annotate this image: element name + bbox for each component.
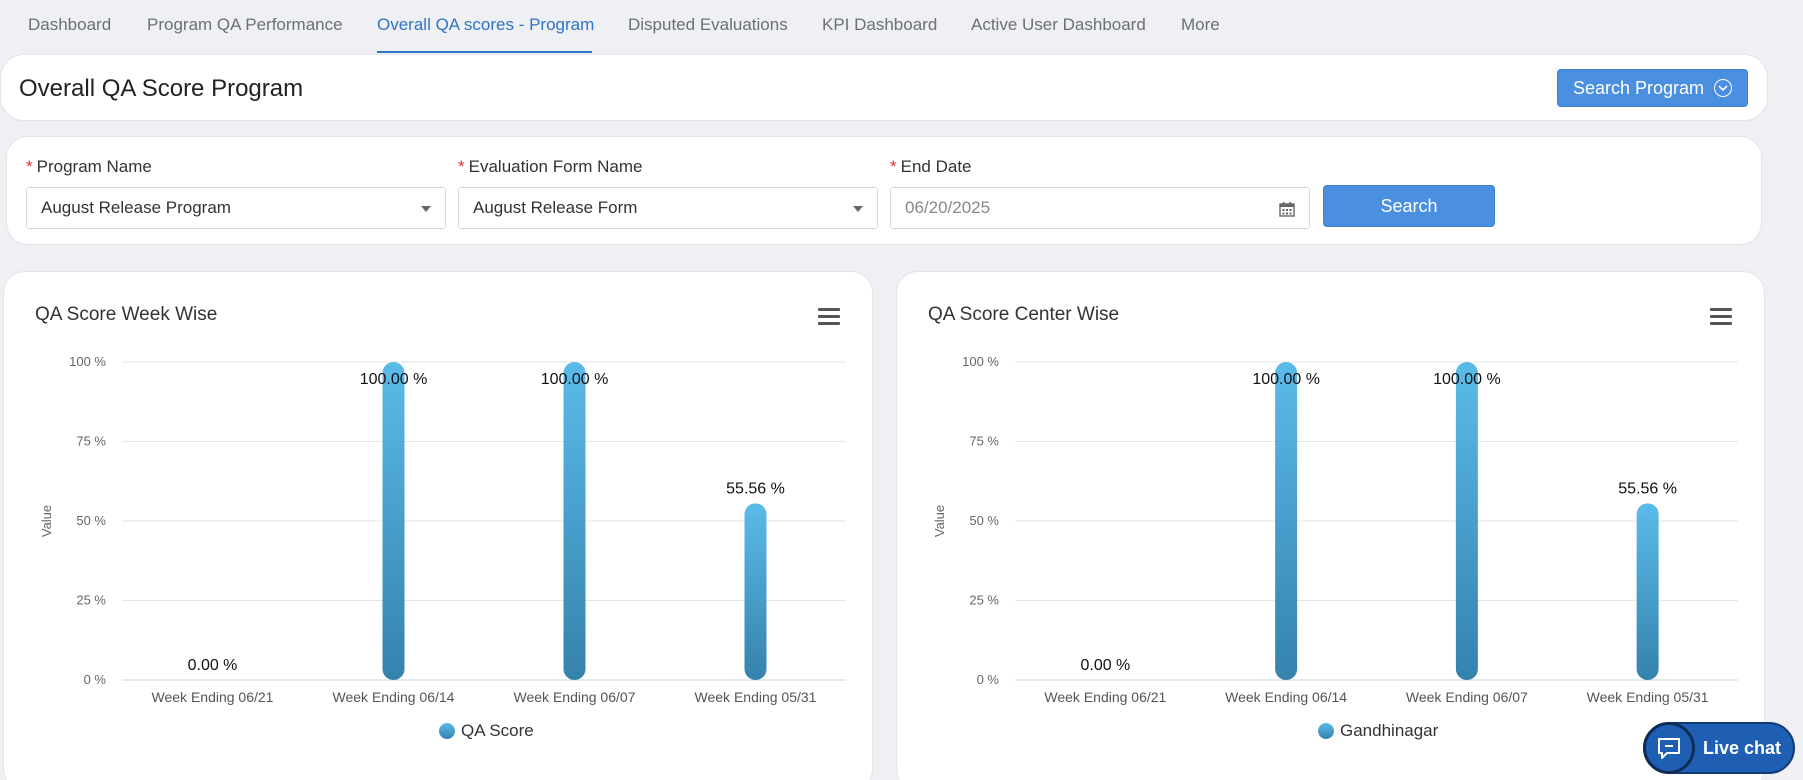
x-tick-label: Week Ending 06/21 xyxy=(152,689,274,705)
bar[interactable] xyxy=(382,362,405,680)
evaluation-form-name-field: * Evaluation Form Name August Release For… xyxy=(458,157,878,229)
tab-program-qa-performance[interactable]: Program QA Performance xyxy=(147,15,343,34)
calendar-icon[interactable] xyxy=(1279,201,1295,217)
legend-label[interactable]: QA Score xyxy=(461,721,534,740)
x-tick-label: Week Ending 06/14 xyxy=(1225,689,1347,705)
data-label: 55.56 % xyxy=(1618,480,1677,497)
program-name-label: * Program Name xyxy=(26,157,446,177)
bar[interactable] xyxy=(563,362,586,680)
end-date-input[interactable]: 06/20/2025 xyxy=(890,187,1310,229)
top-nav-tabs: Dashboard Program QA Performance Overall… xyxy=(0,0,1803,54)
data-label: 55.56 % xyxy=(726,480,785,497)
chart-title: QA Score Center Wise xyxy=(928,304,1120,325)
legend-marker[interactable] xyxy=(1318,723,1334,739)
tab-dashboard[interactable]: Dashboard xyxy=(28,15,112,34)
required-mark: * xyxy=(458,157,465,176)
bar[interactable] xyxy=(1455,362,1478,680)
live-chat-label: Live chat xyxy=(1703,737,1782,758)
tab-more[interactable]: More xyxy=(1181,15,1220,34)
data-label: 100.00 % xyxy=(1252,371,1320,388)
hamburger-menu-icon[interactable] xyxy=(1710,308,1732,326)
legend-marker[interactable] xyxy=(439,723,455,739)
x-tick-label: Week Ending 06/14 xyxy=(333,689,455,705)
chart-card-week-wise: QA Score Week Wise 0 % 25 % 50 % 75 % 100 % V… xyxy=(3,271,873,780)
y-tick-label: 0 % xyxy=(977,672,1000,687)
page-header-card: Overall QA Score Program Search Program xyxy=(0,54,1768,121)
chat-bubble-icon xyxy=(1643,722,1695,774)
y-tick-label: 100 % xyxy=(69,354,106,369)
legend-label[interactable]: Gandhinagar xyxy=(1340,721,1439,740)
y-axis-label: Value xyxy=(932,505,947,537)
end-date-field: * End Date 06/20/2025 xyxy=(890,157,1310,229)
evaluation-form-name-label-text: Evaluation Form Name xyxy=(468,157,643,176)
x-tick-label: Week Ending 06/21 xyxy=(1044,689,1166,705)
evaluation-form-name-select[interactable]: August Release Form xyxy=(458,187,878,229)
bar[interactable] xyxy=(744,503,767,680)
chart-title: QA Score Week Wise xyxy=(35,304,218,325)
y-tick-label: 100 % xyxy=(962,354,999,369)
y-tick-label: 75 % xyxy=(76,434,106,449)
program-name-label-text: Program Name xyxy=(36,157,152,176)
y-tick-label: 75 % xyxy=(969,434,999,449)
y-tick-label: 50 % xyxy=(969,513,999,528)
search-button[interactable]: Search xyxy=(1323,185,1495,227)
data-label: 100.00 % xyxy=(360,371,428,388)
chart-card-center-wise: QA Score Center Wise 0 % 25 % 50 % 75 % 100 … xyxy=(896,271,1765,780)
evaluation-form-name-value: August Release Form xyxy=(473,198,638,217)
caret-down-icon xyxy=(421,206,431,212)
evaluation-form-name-label: * Evaluation Form Name xyxy=(458,157,878,177)
page-title: Overall QA Score Program xyxy=(19,75,304,102)
filter-card: * Program Name August Release Program * Ev… xyxy=(6,136,1762,245)
program-name-select[interactable]: August Release Program xyxy=(26,187,446,229)
search-program-button[interactable]: Search Program xyxy=(1557,69,1748,107)
search-program-label: Search Program xyxy=(1572,77,1705,98)
chart-center-wise: 0 % 25 % 50 % 75 % 100 % Value 0.00 % Week Endi… xyxy=(932,354,1738,740)
data-label: 0.00 % xyxy=(1080,657,1130,674)
end-date-label: * End Date xyxy=(890,157,1310,177)
end-date-value: 06/20/2025 xyxy=(905,198,991,217)
y-axis-label: Value xyxy=(39,505,54,537)
y-tick-label: 0 % xyxy=(84,672,107,687)
required-mark: * xyxy=(890,157,897,176)
required-mark: * xyxy=(26,157,33,176)
x-tick-label: Week Ending 05/31 xyxy=(695,689,817,705)
y-tick-label: 25 % xyxy=(76,593,106,608)
caret-down-icon xyxy=(853,206,863,212)
chevron-down-circle-icon xyxy=(1714,79,1733,97)
data-label: 0.00 % xyxy=(188,657,238,674)
y-tick-label: 25 % xyxy=(969,593,999,608)
tab-active-user-dashboard[interactable]: Active User Dashboard xyxy=(971,15,1146,34)
tab-kpi-dashboard[interactable]: KPI Dashboard xyxy=(822,15,938,34)
data-label: 100.00 % xyxy=(1433,371,1501,388)
program-name-value: August Release Program xyxy=(41,198,231,217)
bar[interactable] xyxy=(1636,503,1659,680)
tab-disputed-evaluations[interactable]: Disputed Evaluations xyxy=(628,15,788,34)
program-name-field: * Program Name August Release Program xyxy=(26,157,446,229)
active-tab-underline xyxy=(377,51,592,53)
data-label: 100.00 % xyxy=(541,371,609,388)
x-tick-label: Week Ending 06/07 xyxy=(1406,689,1528,705)
hamburger-menu-icon[interactable] xyxy=(818,308,840,326)
live-chat-button[interactable]: Live chat xyxy=(1643,722,1795,774)
y-tick-label: 50 % xyxy=(76,513,106,528)
end-date-label-text: End Date xyxy=(900,157,972,176)
x-tick-label: Week Ending 05/31 xyxy=(1587,689,1709,705)
chart-week-wise: 0 % 25 % 50 % 75 % 100 % Value 0.00 % Week Endi… xyxy=(39,354,846,740)
x-tick-label: Week Ending 06/07 xyxy=(514,689,636,705)
tab-overall-qa-scores-program[interactable]: Overall QA scores - Program xyxy=(377,15,595,34)
bar[interactable] xyxy=(1275,362,1298,680)
